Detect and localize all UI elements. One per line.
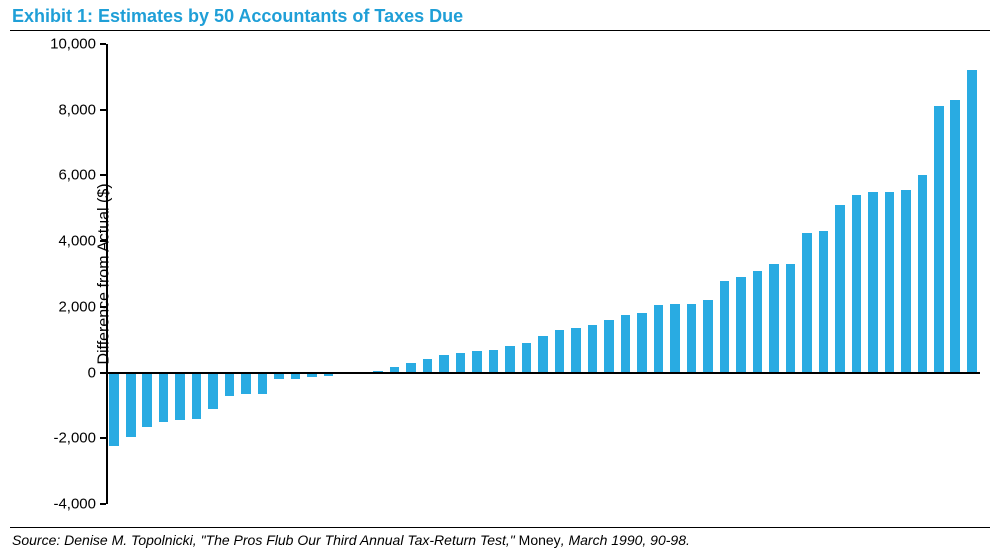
bar bbox=[109, 373, 119, 447]
bar bbox=[967, 70, 977, 372]
bar bbox=[472, 351, 482, 372]
bar bbox=[621, 315, 631, 373]
top-rule bbox=[10, 30, 990, 31]
y-tick-label: -4,000 bbox=[36, 496, 96, 513]
source-prefix: Source: Denise M. Topolnicki, "The Pros … bbox=[12, 532, 515, 548]
source-line: Source: Denise M. Topolnicki, "The Pros … bbox=[12, 532, 690, 548]
chart-title: Exhibit 1: Estimates by 50 Accountants o… bbox=[12, 6, 463, 27]
y-tick-label: -2,000 bbox=[36, 430, 96, 447]
bar bbox=[868, 192, 878, 373]
bar bbox=[439, 355, 449, 373]
y-axis-line bbox=[106, 44, 108, 504]
bar bbox=[538, 336, 548, 372]
bar bbox=[571, 328, 581, 372]
bar bbox=[142, 373, 152, 427]
bar bbox=[522, 343, 532, 373]
bar bbox=[885, 192, 895, 373]
bottom-rule bbox=[10, 527, 990, 528]
y-tick bbox=[100, 174, 106, 176]
bar bbox=[819, 231, 829, 372]
y-tick-label: 2,000 bbox=[36, 298, 96, 315]
bar bbox=[489, 350, 499, 373]
bar bbox=[241, 373, 251, 394]
bar bbox=[258, 373, 268, 394]
y-tick bbox=[100, 109, 106, 111]
bar bbox=[720, 281, 730, 373]
bar bbox=[637, 313, 647, 372]
figure-container: Exhibit 1: Estimates by 50 Accountants o… bbox=[0, 0, 1000, 554]
bar bbox=[901, 190, 911, 372]
bar bbox=[769, 264, 779, 372]
y-tick bbox=[100, 306, 106, 308]
bar bbox=[126, 373, 136, 437]
y-tick-label: 6,000 bbox=[36, 167, 96, 184]
source-journal: Money bbox=[515, 532, 561, 548]
bar bbox=[835, 205, 845, 373]
bar bbox=[918, 175, 928, 372]
bar bbox=[208, 373, 218, 409]
bar bbox=[802, 233, 812, 373]
y-tick-label: 0 bbox=[36, 364, 96, 381]
bar bbox=[159, 373, 169, 422]
bar bbox=[950, 100, 960, 373]
source-suffix: , March 1990, 90-98. bbox=[561, 532, 690, 548]
bar bbox=[786, 264, 796, 372]
y-axis-label: Difference from Actual ($) bbox=[96, 183, 114, 364]
chart-area: Difference from Actual ($) -4,000 -2,000 0… bbox=[10, 34, 990, 520]
bar bbox=[736, 277, 746, 372]
bar bbox=[654, 305, 664, 372]
bar bbox=[555, 330, 565, 373]
bar bbox=[687, 304, 697, 373]
bar bbox=[588, 325, 598, 373]
bar bbox=[505, 346, 515, 372]
bar bbox=[852, 195, 862, 372]
bar bbox=[225, 373, 235, 396]
bar bbox=[192, 373, 202, 419]
bar bbox=[670, 304, 680, 373]
y-tick-label: 10,000 bbox=[36, 36, 96, 53]
bar bbox=[175, 373, 185, 421]
zero-line bbox=[106, 372, 980, 374]
y-tick-label: 8,000 bbox=[36, 101, 96, 118]
bar bbox=[934, 106, 944, 372]
y-tick bbox=[100, 240, 106, 242]
y-tick bbox=[100, 437, 106, 439]
y-tick bbox=[100, 503, 106, 505]
bar bbox=[604, 320, 614, 373]
bar bbox=[753, 271, 763, 373]
bar bbox=[456, 353, 466, 373]
bar bbox=[703, 300, 713, 372]
y-tick bbox=[100, 43, 106, 45]
y-tick-label: 4,000 bbox=[36, 233, 96, 250]
